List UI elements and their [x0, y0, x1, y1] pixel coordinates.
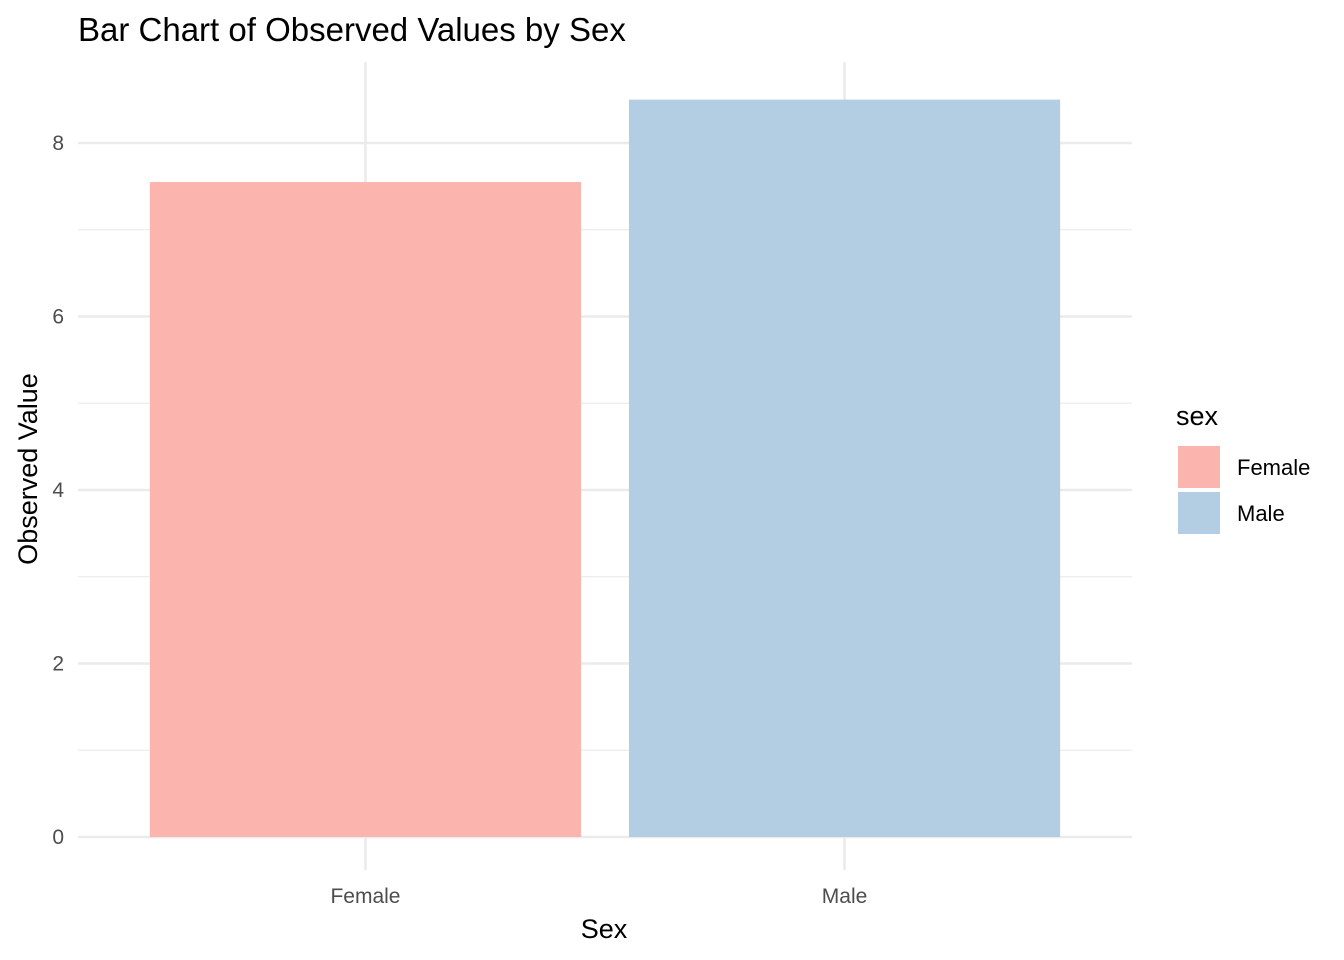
legend-label-female: Female: [1237, 455, 1310, 480]
legend: sex Female Male: [1176, 401, 1310, 534]
legend-items: Female Male: [1178, 446, 1310, 534]
legend-swatch-female: [1178, 446, 1220, 488]
chart-title: Bar Chart of Observed Values by Sex: [78, 11, 626, 48]
y-tick-label: 8: [52, 132, 64, 155]
bars-layer: [149, 99, 1061, 838]
x-axis-ticks: Female Male: [330, 885, 867, 908]
legend-label-male: Male: [1237, 501, 1285, 526]
y-axis-title: Observed Value: [13, 373, 43, 565]
legend-swatch-male: [1178, 492, 1220, 534]
x-tick-label: Female: [330, 885, 400, 908]
bar-male: [628, 99, 1061, 837]
bar-female: [149, 182, 582, 838]
x-axis-title: Sex: [581, 914, 628, 944]
y-tick-label: 6: [52, 306, 64, 329]
y-tick-label: 4: [52, 479, 64, 502]
legend-title: sex: [1176, 401, 1219, 431]
y-axis-ticks: 0 2 4 6 8: [52, 132, 64, 849]
y-tick-label: 2: [52, 653, 64, 676]
x-tick-label: Male: [822, 885, 868, 908]
y-tick-label: 0: [52, 826, 64, 849]
